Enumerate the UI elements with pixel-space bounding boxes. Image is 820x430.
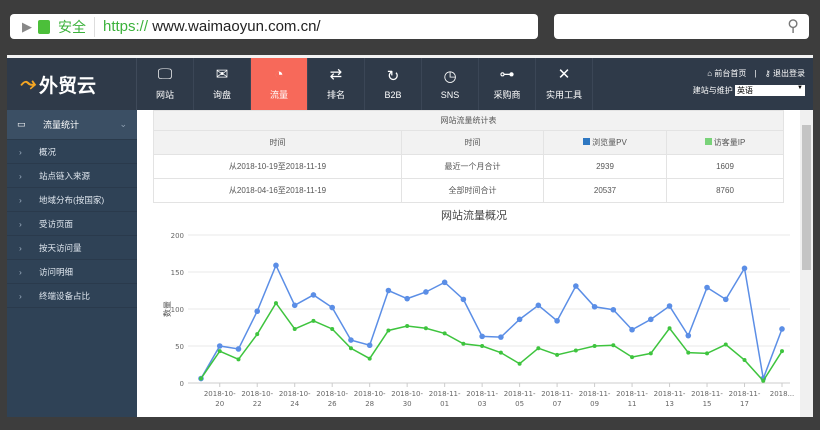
monitor-icon: 🖵 <box>157 66 173 83</box>
address-bar[interactable]: ▶ 安全 https:// www.waimaoyun.com.cn/ <box>10 14 538 39</box>
sidebar-item[interactable]: › 站点链入来源 <box>7 164 137 188</box>
nav-label: 排名 <box>326 90 345 100</box>
logo-text: 外贸云 <box>39 75 97 97</box>
secure-label: 安全 <box>58 16 95 37</box>
envelope-icon: ✉ <box>215 66 229 83</box>
cell: 从2018-04-16至2018-11-19 <box>153 178 402 203</box>
chevron-right-icon: › <box>19 146 22 157</box>
logo[interactable]: ⤳ 外贸云 <box>7 58 137 110</box>
sidebar-item[interactable]: › 按天访问量 <box>7 236 137 260</box>
col-header: 时间 <box>153 130 402 155</box>
chevron-right-icon: › <box>19 266 22 277</box>
sidebar-item-label: 终端设备占比 <box>39 290 91 301</box>
separator: | <box>754 69 757 78</box>
nav-item-5[interactable]: ◷ SNS <box>422 58 479 110</box>
nav-label: SNS <box>440 89 460 100</box>
b2b-icon: ↻ <box>386 67 400 85</box>
logout-link[interactable]: 退出登录 <box>773 69 805 78</box>
lock-icon <box>38 19 50 34</box>
browser-search-input[interactable]: ⚲ <box>554 14 809 39</box>
tools-icon: ✕ <box>557 66 571 83</box>
sidebar-item-label: 概况 <box>39 146 57 157</box>
chevron-down-icon: ⌄ <box>119 119 127 129</box>
sidebar-item[interactable]: › 终端设备占比 <box>7 284 137 308</box>
nav-label: B2B <box>384 89 402 100</box>
cell: 最近一个月合计 <box>401 154 544 179</box>
chevron-right-icon: › <box>19 242 22 253</box>
nav-label: 采购商 <box>493 90 521 100</box>
play-icon: ▶ <box>22 18 32 34</box>
table-row: 从2018-04-16至2018-11-19 全部时间合计 20537 8760 <box>153 178 784 203</box>
cell: 1609 <box>666 154 784 179</box>
sidebar-item[interactable]: › 访问明细 <box>7 260 137 284</box>
sidebar-item-label: 站点链入来源 <box>39 170 91 181</box>
section-label: 流量统计 <box>43 120 80 130</box>
pie-chart-icon: ◔ <box>274 66 284 83</box>
top-right-links: ⌂ 前台首页 | ⚷ 退出登录 建站与维护 英语 <box>692 68 805 97</box>
search-icon[interactable]: ⚲ <box>787 18 799 35</box>
nav-label: 流量 <box>269 90 288 100</box>
top-header: ⤳ 外贸云 🖵 网站 ✉ 询盘 ◔ 流量 ⇄ 排名 ↻ B2B ◷ SNS ⊶ 采购商 ✕ 实用工具 ⌂ 前台… <box>7 58 813 110</box>
main-nav: 🖵 网站 ✉ 询盘 ◔ 流量 ⇄ 排名 ↻ B2B ◷ SNS ⊶ 采购商 ✕ 实用工具 <box>137 58 593 110</box>
nav-item-0[interactable]: 🖵 网站 <box>137 58 194 110</box>
url-text: www.waimaoyun.com.cn/ <box>148 18 321 35</box>
home-icon: ⌂ <box>707 69 713 78</box>
nav-item-6[interactable]: ⊶ 采购商 <box>479 58 536 110</box>
language-select[interactable]: 英语 <box>735 85 805 97</box>
ip-header-label: 访客量IP <box>713 138 746 147</box>
ip-legend-swatch <box>704 138 712 145</box>
nav-label: 实用工具 <box>545 90 582 100</box>
nav-item-3[interactable]: ⇄ 排名 <box>308 58 365 110</box>
sidebar-section-traffic[interactable]: ▭ 流量统计 ⌄ <box>7 110 137 140</box>
nav-item-1[interactable]: ✉ 询盘 <box>194 58 251 110</box>
cell: 2939 <box>543 154 667 179</box>
pv-legend-swatch <box>583 138 591 145</box>
chevron-right-icon: › <box>19 170 22 181</box>
chevron-right-icon: › <box>19 290 22 301</box>
toggle-icon: ⊶ <box>499 66 515 83</box>
main-content: 网站流量统计表 时间 时间 浏览量PV 访客量IP 从2018-10-19至20… <box>137 110 800 417</box>
col-header: 时间 <box>401 130 544 155</box>
nav-item-7[interactable]: ✕ 实用工具 <box>536 58 593 110</box>
sidebar-item[interactable]: › 概况 <box>7 140 137 164</box>
sidebar-item-label: 地域分布(按国家) <box>39 194 105 205</box>
traffic-table: 网站流量统计表 时间 时间 浏览量PV 访客量IP 从2018-10-19至20… <box>153 110 784 203</box>
pv-header-label: 浏览量PV <box>592 138 627 147</box>
table-title: 网站流量统计表 <box>153 110 784 131</box>
cell: 8760 <box>666 178 784 203</box>
history-icon: ◷ <box>443 67 457 85</box>
col-header-ip: 访客量IP <box>666 130 784 155</box>
cell: 20537 <box>543 178 667 203</box>
cell: 从2018-10-19至2018-11-19 <box>153 154 402 179</box>
exchange-icon: ⇄ <box>329 66 343 83</box>
key-icon: ⚷ <box>764 69 771 78</box>
nav-item-4[interactable]: ↻ B2B <box>365 58 422 110</box>
chevron-right-icon: › <box>19 194 22 205</box>
app-frame: ⤳ 外贸云 🖵 网站 ✉ 询盘 ◔ 流量 ⇄ 排名 ↻ B2B ◷ SNS ⊶ 采购商 ✕ 实用工具 ⌂ 前台… <box>7 55 813 417</box>
chevron-right-icon: › <box>19 218 22 229</box>
window-icon: ▭ <box>17 119 26 129</box>
scrollbar-thumb[interactable] <box>802 125 811 270</box>
nav-label: 询盘 <box>212 90 231 100</box>
logo-icon: ⤳ <box>19 72 35 95</box>
cell: 全部时间合计 <box>401 178 544 203</box>
sidebar-item[interactable]: › 受访页面 <box>7 212 137 236</box>
sidebar-item-label: 按天访问量 <box>39 242 82 253</box>
nav-label: 网站 <box>155 90 174 100</box>
url-scheme: https:// <box>103 18 149 35</box>
col-header-pv: 浏览量PV <box>543 130 667 155</box>
home-link[interactable]: 前台首页 <box>714 69 747 78</box>
nav-item-2[interactable]: ◔ 流量 <box>251 58 308 110</box>
site-label: 建站与维护 <box>692 86 733 95</box>
sidebar-item-label: 访问明细 <box>39 266 74 277</box>
sidebar-item-label: 受访页面 <box>39 218 74 229</box>
sidebar: ▭ 流量统计 ⌄ › 概况 › 站点链入来源 › 地域分布(按国家) › 受访页面 › 按天访问量… <box>7 110 137 417</box>
table-row: 从2018-10-19至2018-11-19 最近一个月合计 2939 1609 <box>153 154 784 179</box>
sidebar-item[interactable]: › 地域分布(按国家) <box>7 188 137 212</box>
